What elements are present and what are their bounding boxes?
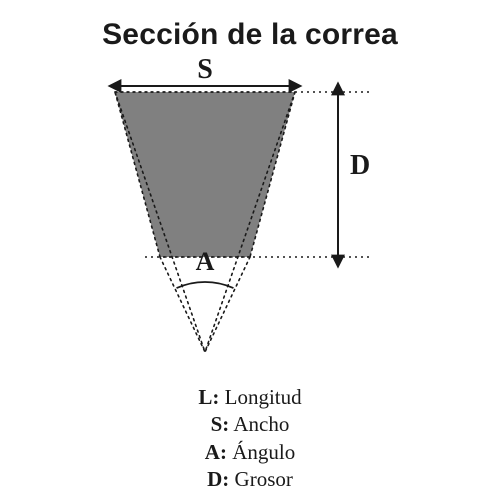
legend-text: Ancho [229, 412, 289, 436]
legend-row: A: Ángulo [0, 439, 500, 466]
legend-text: Grosor [229, 467, 293, 491]
angle-label: A [190, 247, 220, 277]
legend: L: LongitudS: AnchoA: ÁnguloD: Grosor [0, 384, 500, 493]
legend-key: L: [198, 385, 219, 409]
legend-text: Ángulo [227, 440, 295, 464]
legend-key: D: [207, 467, 229, 491]
legend-key: S: [211, 412, 230, 436]
page-title: Sección de la correa [0, 18, 500, 52]
thickness-label: D [350, 150, 370, 182]
legend-row: D: Grosor [0, 466, 500, 493]
legend-row: L: Longitud [0, 384, 500, 411]
belt-section-diagram: Sección de la correa S D A L: LongitudS:… [0, 0, 500, 500]
legend-row: S: Ancho [0, 411, 500, 438]
cross-section-figure: S D A [90, 62, 410, 382]
legend-text: Longitud [219, 385, 301, 409]
width-label: S [90, 54, 320, 86]
legend-key: A: [205, 440, 227, 464]
